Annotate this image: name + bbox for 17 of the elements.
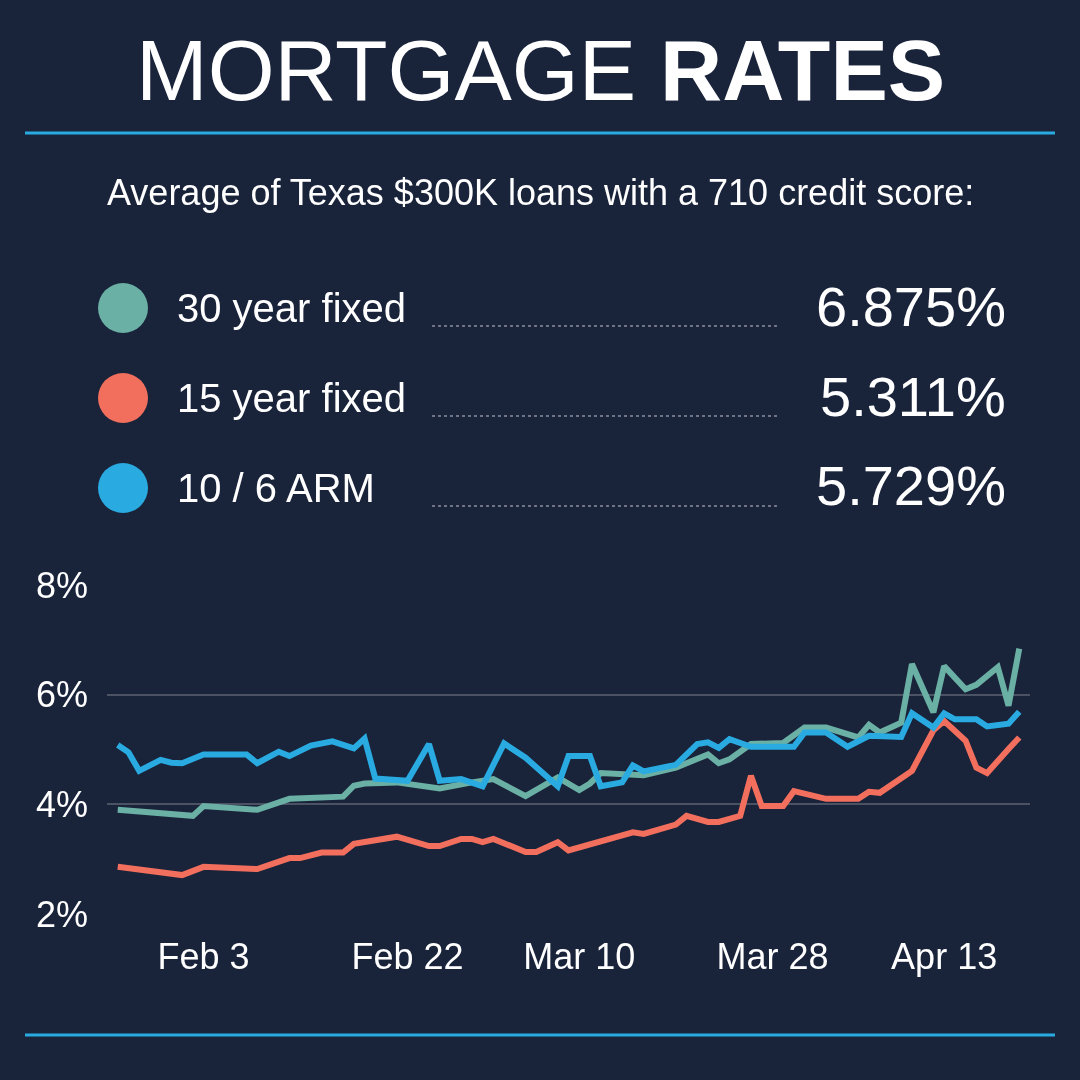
chart-title: MORTGAGE RATES xyxy=(136,22,946,118)
y-tick-label: 2% xyxy=(35,893,88,935)
x-tick-label: Feb 22 xyxy=(351,936,464,977)
x-tick-label: Feb 3 xyxy=(157,936,250,977)
y-tick-label: 4% xyxy=(35,783,88,825)
text: 5.311% xyxy=(820,365,1006,428)
legend-label: 30 year fixed xyxy=(177,286,407,330)
legend-label: 15 year fixed xyxy=(177,376,407,420)
x-tick-label: Mar 10 xyxy=(523,936,636,977)
text: 5.729% xyxy=(816,454,1006,517)
x-tick-label: Apr 13 xyxy=(891,936,998,977)
legend-label: 10 / 6 ARM xyxy=(177,466,375,510)
text: 6.875% xyxy=(816,275,1006,338)
x-tick-label: Mar 28 xyxy=(716,936,829,977)
y-tick-label: 8% xyxy=(35,564,88,606)
chart-subtitle: Average of Texas $300K loans with a 710 credit score: xyxy=(107,172,975,213)
y-tick-label: 6% xyxy=(35,674,88,716)
